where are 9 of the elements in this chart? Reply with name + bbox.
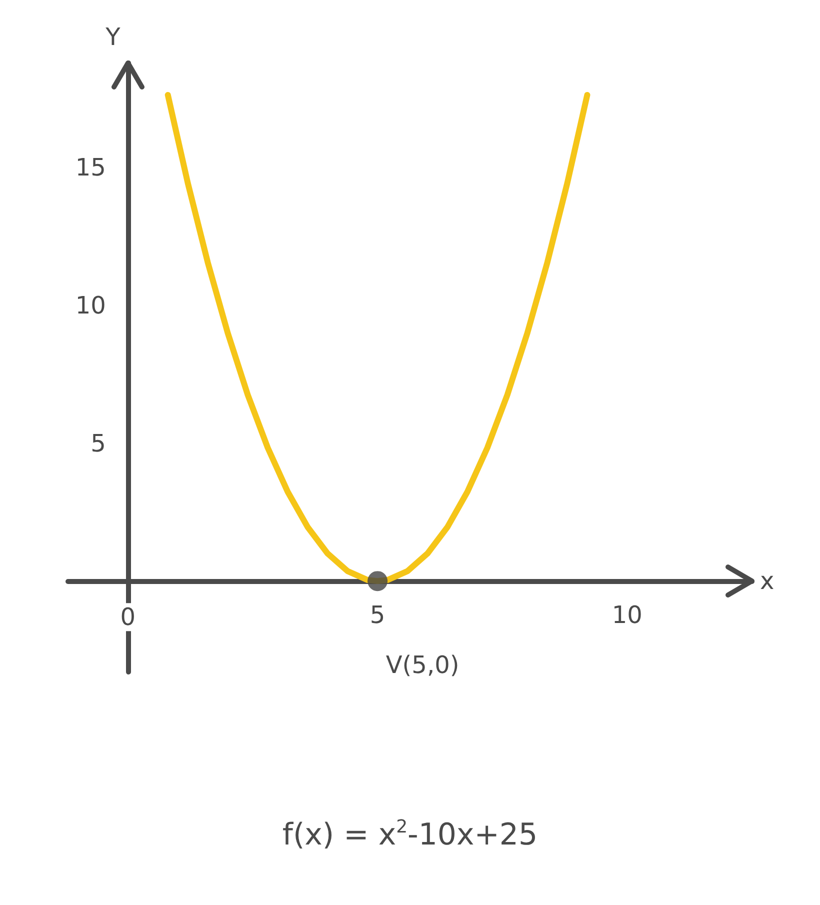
y-axis-title: Y xyxy=(104,23,121,51)
x-tick-label: 10 xyxy=(612,601,642,630)
y-tick-label: 10 xyxy=(75,292,106,320)
x-axis-title: x xyxy=(760,567,774,596)
y-tick-label: 15 xyxy=(75,154,106,182)
x-tick-label: 0 xyxy=(120,603,136,632)
x-tick-label: 5 xyxy=(370,601,386,630)
y-tick-label: 5 xyxy=(90,429,106,458)
annotation: V(5,0) xyxy=(386,651,460,680)
